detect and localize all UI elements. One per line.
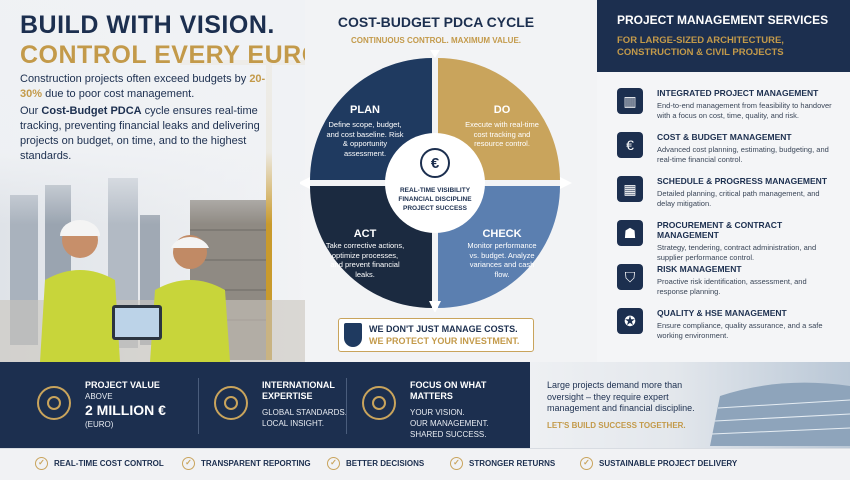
phase-text: Monitor performance vs. budget. Analyze …	[467, 241, 537, 279]
footer-text: REAL-TIME COST CONTROL	[54, 459, 164, 468]
stat-title: FOCUS ON WHAT MATTERS	[410, 380, 487, 401]
stat-line: YOUR VISION.	[410, 408, 465, 417]
intro-2: Our Cost-Budget PDCA cycle ensures real-…	[20, 105, 260, 162]
phase-name: DO	[493, 104, 511, 116]
stat-icon	[214, 386, 248, 420]
stat-icon	[362, 386, 396, 420]
service-icon: ⛉	[617, 264, 643, 290]
stat: FOCUS ON WHAT MATTERS YOUR VISION. OUR MAN…	[410, 380, 525, 440]
stat: PROJECT VALUE ABOVE 2 MILLION € (EURO)	[85, 380, 200, 430]
footer-text: STRONGER RETURNS	[469, 459, 556, 468]
footer-text: TRANSPARENT REPORTING	[201, 459, 311, 468]
service-icon: ☗	[617, 220, 643, 246]
service-icon: €	[617, 132, 643, 158]
service-title: PROCUREMENT & CONTRACT MANAGEMENT	[657, 220, 783, 240]
service-item: INTEGRATED PROJECT MANAGEMENT End-to-end …	[657, 88, 837, 120]
cycle-title: COST-BUDGET PDCA CYCLE	[337, 14, 535, 30]
service-text: Detailed planning, critical path managem…	[657, 189, 820, 208]
divider	[198, 378, 199, 434]
service-text: Advanced cost planning, estimating, budg…	[657, 145, 829, 164]
service-item: SCHEDULE & PROGRESS MANAGEMENT Detailed p…	[657, 176, 837, 208]
phase-text: Execute with real-time cost tracking and…	[465, 120, 539, 148]
footer-item: ✓ STRONGER RETURNS	[450, 457, 555, 470]
title-line-2: CONTROL EVERY EURO.	[20, 41, 330, 69]
service-item: QUALITY & HSE MANAGEMENT Ensure complianc…	[657, 308, 837, 340]
service-text: Proactive risk identification, assessmen…	[657, 277, 807, 296]
stat-line: (EURO)	[85, 420, 114, 429]
stat: INTERNATIONAL EXPERTISE GLOBAL STANDARDS.…	[262, 380, 377, 429]
service-item: PROCUREMENT & CONTRACT MANAGEMENT Strateg…	[657, 220, 837, 262]
service-title: SCHEDULE & PROGRESS MANAGEMENT	[657, 176, 828, 186]
photo-fade	[0, 0, 310, 362]
service-title: RISK MANAGEMENT	[657, 264, 742, 274]
cycle-diagram: €	[300, 50, 572, 312]
service-item: COST & BUDGET MANAGEMENT Advanced cost pl…	[657, 132, 837, 164]
service-icon: ▦	[617, 176, 643, 202]
banner: WE DON'T JUST MANAGE COSTS. WE PROTECT YO…	[338, 318, 534, 352]
stat-line: SHARED SUCCESS.	[410, 430, 487, 439]
shield-icon	[344, 323, 362, 347]
service-item: RISK MANAGEMENT Proactive risk identifica…	[657, 264, 837, 296]
footer-item: ✓ TRANSPARENT REPORTING	[182, 457, 311, 470]
cycle-subtitle: CONTINUOUS CONTROL. MAXIMUM VALUE.	[350, 36, 522, 45]
stat-line: ABOVE	[85, 392, 113, 401]
closing-text: Large projects demand more than oversigh…	[547, 380, 695, 413]
services-header: PROJECT MANAGEMENT SERVICES FOR LARGE-SI…	[597, 0, 850, 72]
title-line-1: BUILD WITH VISION.	[20, 11, 275, 39]
phase-name: PLAN	[350, 104, 380, 116]
footer	[0, 448, 850, 480]
phase-text: Take corrective actions, optimize proces…	[325, 241, 405, 279]
stat-line: OUR MANAGEMENT.	[410, 419, 489, 428]
footer-item: ✓ BETTER DECISIONS	[327, 457, 424, 470]
service-text: Strategy, tendering, contract administra…	[657, 243, 817, 262]
service-title: INTEGRATED PROJECT MANAGEMENT	[657, 88, 819, 98]
service-icon: ▥	[617, 88, 643, 114]
stat-title: PROJECT VALUE	[85, 380, 160, 390]
intro-1: Construction projects often exceed budge…	[20, 73, 266, 100]
svg-text:€: €	[431, 155, 440, 172]
footer-text: BETTER DECISIONS	[346, 459, 425, 468]
service-text: End-to-end management from feasibility t…	[657, 101, 832, 120]
stat-title: INTERNATIONAL EXPERTISE	[262, 380, 335, 401]
service-title: QUALITY & HSE MANAGEMENT	[657, 308, 787, 318]
closing-cta: LET'S BUILD SUCCESS TOGETHER.	[547, 421, 686, 430]
divider	[346, 378, 347, 434]
phase-text: Define scope, budget, and cost baseline.…	[326, 120, 404, 158]
phase-name: CHECK	[482, 228, 522, 240]
service-icon: ✪	[617, 308, 643, 334]
footer-item: ✓ REAL-TIME COST CONTROL	[35, 457, 164, 470]
stat-icon	[37, 386, 71, 420]
cycle-center: REAL-TIME VISIBILITY FINANCIAL DISCIPLINE…	[398, 187, 472, 212]
building-photo	[710, 382, 850, 446]
service-text: Ensure compliance, quality assurance, an…	[657, 321, 823, 340]
stats-band	[0, 362, 540, 448]
phase-name: ACT	[353, 228, 377, 240]
footer-text: SUSTAINABLE PROJECT DELIVERY	[599, 459, 738, 468]
service-title: COST & BUDGET MANAGEMENT	[657, 132, 792, 142]
stat-line: 2 MILLION €	[85, 402, 166, 418]
stat-line: GLOBAL STANDARDS.	[262, 408, 347, 417]
footer-item: ✓ SUSTAINABLE PROJECT DELIVERY	[580, 457, 737, 470]
stat-line: LOCAL INSIGHT.	[262, 419, 324, 428]
